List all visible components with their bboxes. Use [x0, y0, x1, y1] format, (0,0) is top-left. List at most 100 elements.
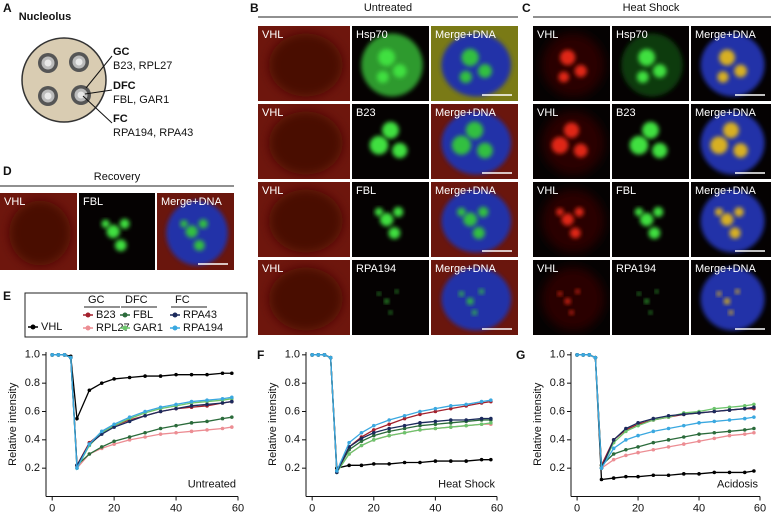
- region-abbr: GC: [113, 46, 130, 58]
- cell-image: [533, 26, 610, 101]
- spot: [652, 64, 667, 78]
- data-point: [433, 426, 438, 431]
- spot: [451, 135, 472, 155]
- cell-background: [352, 104, 429, 179]
- nucleus: [700, 111, 765, 175]
- series-line: [52, 354, 232, 467]
- y-tick-label: 0.8: [285, 377, 300, 389]
- spot: [573, 143, 588, 158]
- data-point: [712, 419, 717, 424]
- spot: [477, 142, 493, 159]
- y-tick-label: 0.8: [25, 377, 40, 389]
- data-point: [230, 425, 234, 429]
- spot: [648, 310, 653, 315]
- cell-image: [79, 193, 155, 270]
- spot: [382, 121, 399, 139]
- spot: [392, 64, 407, 78]
- y-axis-label: Relative intensity: [267, 382, 279, 466]
- legend-swatch: [85, 312, 91, 318]
- data-point: [727, 408, 732, 412]
- cell-label: FBL: [83, 196, 103, 208]
- x-tick-label: 20: [368, 502, 380, 513]
- data-point: [479, 399, 484, 404]
- data-point: [174, 372, 178, 377]
- spot: [655, 289, 659, 294]
- nucleus: [700, 33, 765, 97]
- spot: [459, 70, 472, 84]
- legend-label: RPL27: [96, 322, 130, 334]
- spot: [461, 48, 479, 67]
- cell-image: [533, 104, 610, 179]
- data-point: [666, 426, 671, 431]
- data-point: [310, 353, 314, 357]
- spot: [377, 292, 381, 296]
- cell-label: RPA194: [356, 263, 396, 275]
- series-line: [577, 354, 754, 469]
- cell-label: Merge+DNA: [435, 107, 496, 119]
- y-tick-label: 0.4: [285, 434, 300, 446]
- cell-image: [691, 26, 771, 101]
- data-point: [727, 405, 732, 410]
- spot: [466, 297, 474, 305]
- x-tick-label: 60: [491, 502, 503, 513]
- data-point: [624, 447, 628, 452]
- spot: [729, 227, 741, 239]
- data-point: [189, 399, 194, 404]
- micrograph-cell: VHL: [258, 104, 350, 179]
- spot: [193, 239, 205, 251]
- micrograph-cell: Hsp70: [612, 26, 689, 101]
- y-tick-label: 0.8: [550, 377, 565, 389]
- spot: [478, 288, 485, 295]
- data-point: [742, 470, 747, 475]
- cell-image: [0, 193, 77, 270]
- data-point: [220, 396, 225, 401]
- cell-image: [691, 182, 771, 257]
- data-point: [402, 413, 407, 418]
- cell-image: [612, 26, 689, 101]
- data-point: [681, 435, 686, 439]
- spot: [634, 207, 644, 217]
- data-point: [50, 353, 54, 357]
- panel-title: Untreated: [364, 2, 412, 14]
- data-point: [464, 418, 468, 422]
- data-point: [230, 371, 234, 376]
- data-point: [611, 438, 616, 442]
- data-point: [75, 416, 79, 421]
- data-point: [220, 401, 225, 405]
- data-point: [489, 421, 493, 425]
- data-point: [143, 435, 147, 439]
- micrograph-cell: Merge+DNA: [691, 182, 771, 257]
- panel-letter: C: [522, 1, 531, 15]
- spot: [734, 207, 744, 217]
- cell-label: VHL: [537, 263, 558, 275]
- spot: [369, 135, 389, 155]
- cell-image: [258, 260, 350, 335]
- cell-image: [352, 26, 429, 101]
- nucleus: [441, 111, 512, 175]
- nucleus: [542, 33, 604, 97]
- spot: [180, 219, 188, 228]
- spot: [551, 136, 569, 154]
- data-point: [402, 430, 407, 435]
- data-point: [587, 353, 592, 357]
- data-point: [158, 426, 163, 431]
- data-point: [681, 412, 686, 417]
- x-tick-label: 60: [232, 502, 244, 513]
- cell-image: [431, 26, 518, 101]
- spot: [716, 291, 722, 297]
- legend-label: B23: [96, 309, 116, 321]
- micrograph-cell: B23: [612, 104, 689, 179]
- series-line: [52, 354, 232, 422]
- data-point: [112, 422, 116, 427]
- spot: [556, 208, 564, 216]
- data-point: [418, 409, 422, 414]
- spot: [569, 310, 574, 315]
- data-point: [205, 398, 209, 402]
- micrograph-cell: Merge+DNA: [691, 104, 771, 179]
- data-point: [697, 472, 701, 476]
- spot: [653, 206, 664, 218]
- data-point: [448, 425, 453, 429]
- cell-image: [431, 260, 518, 335]
- legend-box: [24, 292, 248, 338]
- cell-label: Hsp70: [616, 29, 648, 41]
